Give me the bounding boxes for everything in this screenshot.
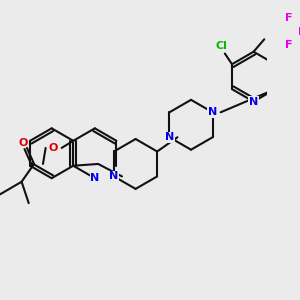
Text: N: N	[249, 97, 258, 106]
Text: N: N	[208, 107, 217, 117]
Text: N: N	[165, 132, 174, 142]
Text: F: F	[298, 27, 300, 37]
Text: N: N	[110, 171, 118, 182]
Text: Cl: Cl	[215, 41, 227, 51]
Text: O: O	[19, 138, 28, 148]
Text: F: F	[286, 40, 293, 50]
Text: F: F	[286, 13, 293, 23]
Text: N: N	[90, 173, 100, 183]
Text: O: O	[49, 143, 58, 153]
